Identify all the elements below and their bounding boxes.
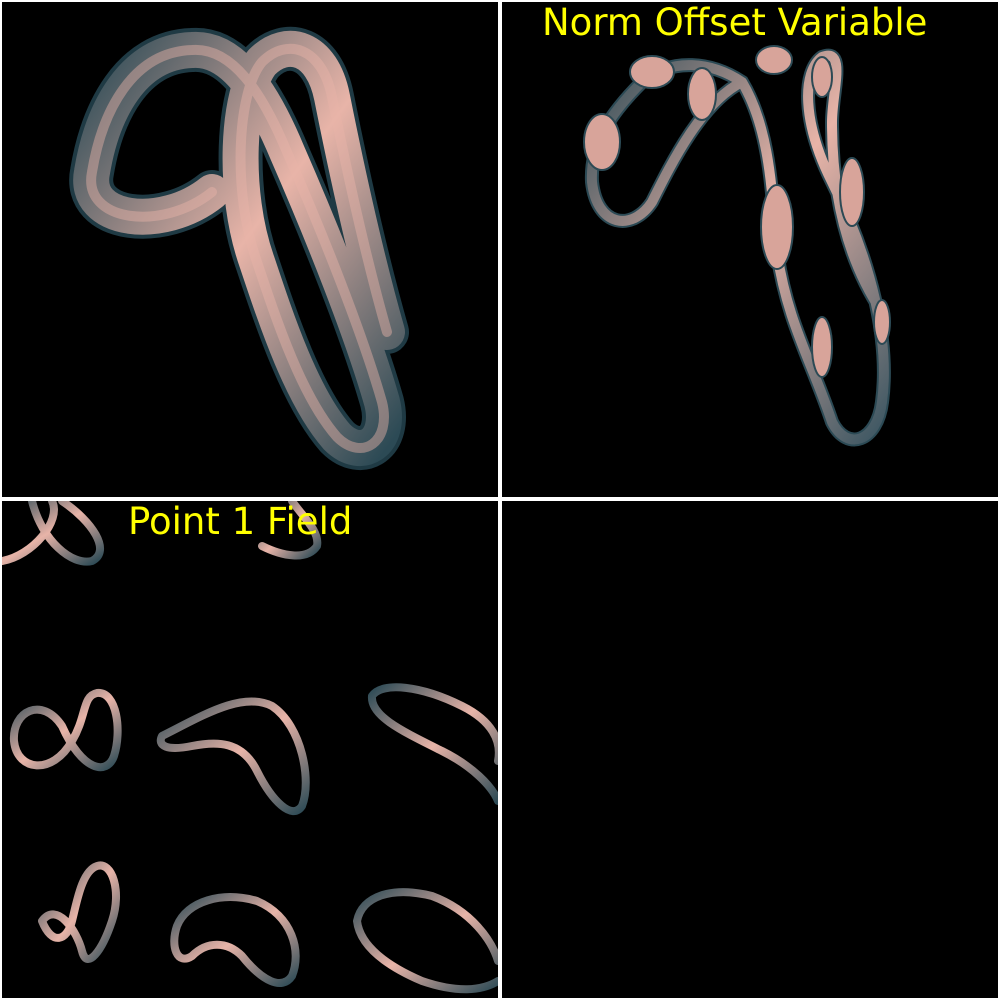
viewport-title: Point 1 Field — [128, 501, 353, 543]
viewport-bottom-left[interactable]: Point 1 Field — [2, 501, 498, 998]
variable-tube-render — [583, 45, 891, 447]
knot-field-render — [2, 501, 498, 994]
viewport-title: Norm Offset Variable — [542, 2, 928, 44]
tube-knot-render — [69, 26, 409, 470]
viewport-bottom-right[interactable] — [502, 501, 998, 998]
viewport-top-right[interactable]: Norm Offset Variable — [502, 2, 998, 497]
viewport-top-left[interactable] — [2, 2, 498, 497]
